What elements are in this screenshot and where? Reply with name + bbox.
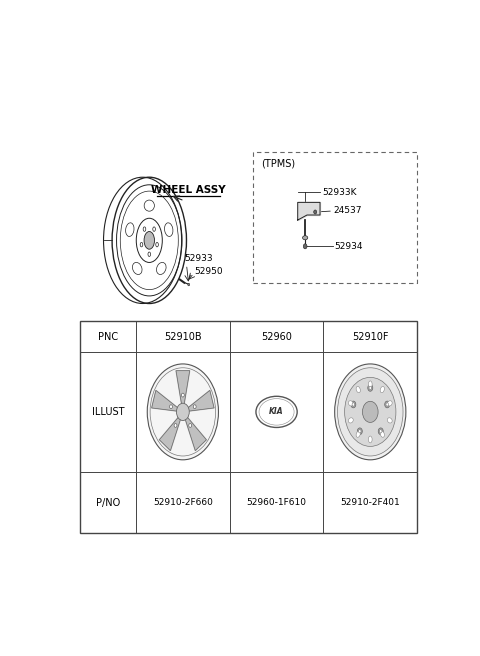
Circle shape bbox=[188, 283, 190, 286]
Ellipse shape bbox=[165, 223, 173, 236]
Text: 52933: 52933 bbox=[185, 253, 213, 262]
Text: (TPMS): (TPMS) bbox=[261, 159, 295, 169]
Ellipse shape bbox=[369, 386, 372, 390]
Ellipse shape bbox=[368, 384, 373, 391]
Polygon shape bbox=[176, 371, 190, 407]
Text: 52960: 52960 bbox=[261, 331, 292, 342]
Ellipse shape bbox=[380, 430, 382, 433]
Ellipse shape bbox=[380, 386, 384, 393]
Ellipse shape bbox=[153, 227, 156, 232]
Ellipse shape bbox=[156, 243, 158, 247]
Ellipse shape bbox=[189, 424, 192, 427]
Ellipse shape bbox=[356, 431, 360, 438]
Ellipse shape bbox=[335, 364, 406, 460]
Text: 52910-2F401: 52910-2F401 bbox=[340, 498, 400, 507]
Ellipse shape bbox=[380, 431, 384, 438]
Ellipse shape bbox=[362, 401, 378, 422]
Ellipse shape bbox=[352, 403, 355, 406]
Ellipse shape bbox=[369, 436, 372, 443]
Ellipse shape bbox=[357, 428, 362, 435]
Ellipse shape bbox=[256, 396, 297, 428]
Text: 52960-1F610: 52960-1F610 bbox=[247, 498, 307, 507]
Ellipse shape bbox=[174, 424, 177, 427]
Ellipse shape bbox=[144, 232, 155, 249]
Ellipse shape bbox=[126, 223, 134, 236]
Text: ILLUST: ILLUST bbox=[92, 407, 124, 417]
Text: 52910B: 52910B bbox=[164, 331, 202, 342]
Ellipse shape bbox=[169, 405, 172, 409]
Ellipse shape bbox=[156, 262, 166, 274]
Polygon shape bbox=[186, 390, 214, 411]
Circle shape bbox=[314, 210, 317, 214]
Text: PNC: PNC bbox=[98, 331, 118, 342]
Text: 52910-2F660: 52910-2F660 bbox=[153, 498, 213, 507]
Ellipse shape bbox=[181, 393, 184, 397]
Text: 24537: 24537 bbox=[334, 207, 362, 215]
Ellipse shape bbox=[348, 418, 353, 423]
Ellipse shape bbox=[144, 200, 155, 211]
Ellipse shape bbox=[143, 227, 146, 232]
Ellipse shape bbox=[359, 430, 361, 433]
Circle shape bbox=[303, 244, 307, 249]
Polygon shape bbox=[298, 202, 320, 220]
Ellipse shape bbox=[177, 403, 189, 420]
Ellipse shape bbox=[356, 386, 360, 393]
Text: KIA: KIA bbox=[269, 407, 284, 417]
Ellipse shape bbox=[132, 262, 142, 274]
Bar bbox=[253, 152, 417, 283]
Ellipse shape bbox=[386, 403, 388, 406]
Text: P/NO: P/NO bbox=[96, 497, 120, 508]
Ellipse shape bbox=[193, 405, 196, 409]
Ellipse shape bbox=[337, 368, 403, 456]
Ellipse shape bbox=[148, 252, 151, 256]
Polygon shape bbox=[152, 390, 180, 411]
Ellipse shape bbox=[345, 377, 396, 446]
Ellipse shape bbox=[384, 401, 390, 408]
Polygon shape bbox=[159, 415, 181, 451]
Ellipse shape bbox=[351, 401, 356, 408]
Ellipse shape bbox=[387, 401, 392, 406]
Ellipse shape bbox=[378, 428, 383, 435]
Text: 52934: 52934 bbox=[334, 242, 362, 251]
Ellipse shape bbox=[140, 243, 143, 247]
Ellipse shape bbox=[387, 418, 392, 423]
Ellipse shape bbox=[369, 381, 372, 388]
Ellipse shape bbox=[302, 236, 308, 239]
Polygon shape bbox=[184, 415, 206, 451]
Text: 52950: 52950 bbox=[195, 268, 223, 276]
Text: WHEEL ASSY: WHEEL ASSY bbox=[151, 185, 226, 195]
Ellipse shape bbox=[147, 364, 218, 460]
Ellipse shape bbox=[348, 401, 353, 406]
Bar bbox=[81, 321, 417, 533]
Text: 52910F: 52910F bbox=[352, 331, 388, 342]
Text: 52933K: 52933K bbox=[322, 188, 356, 197]
